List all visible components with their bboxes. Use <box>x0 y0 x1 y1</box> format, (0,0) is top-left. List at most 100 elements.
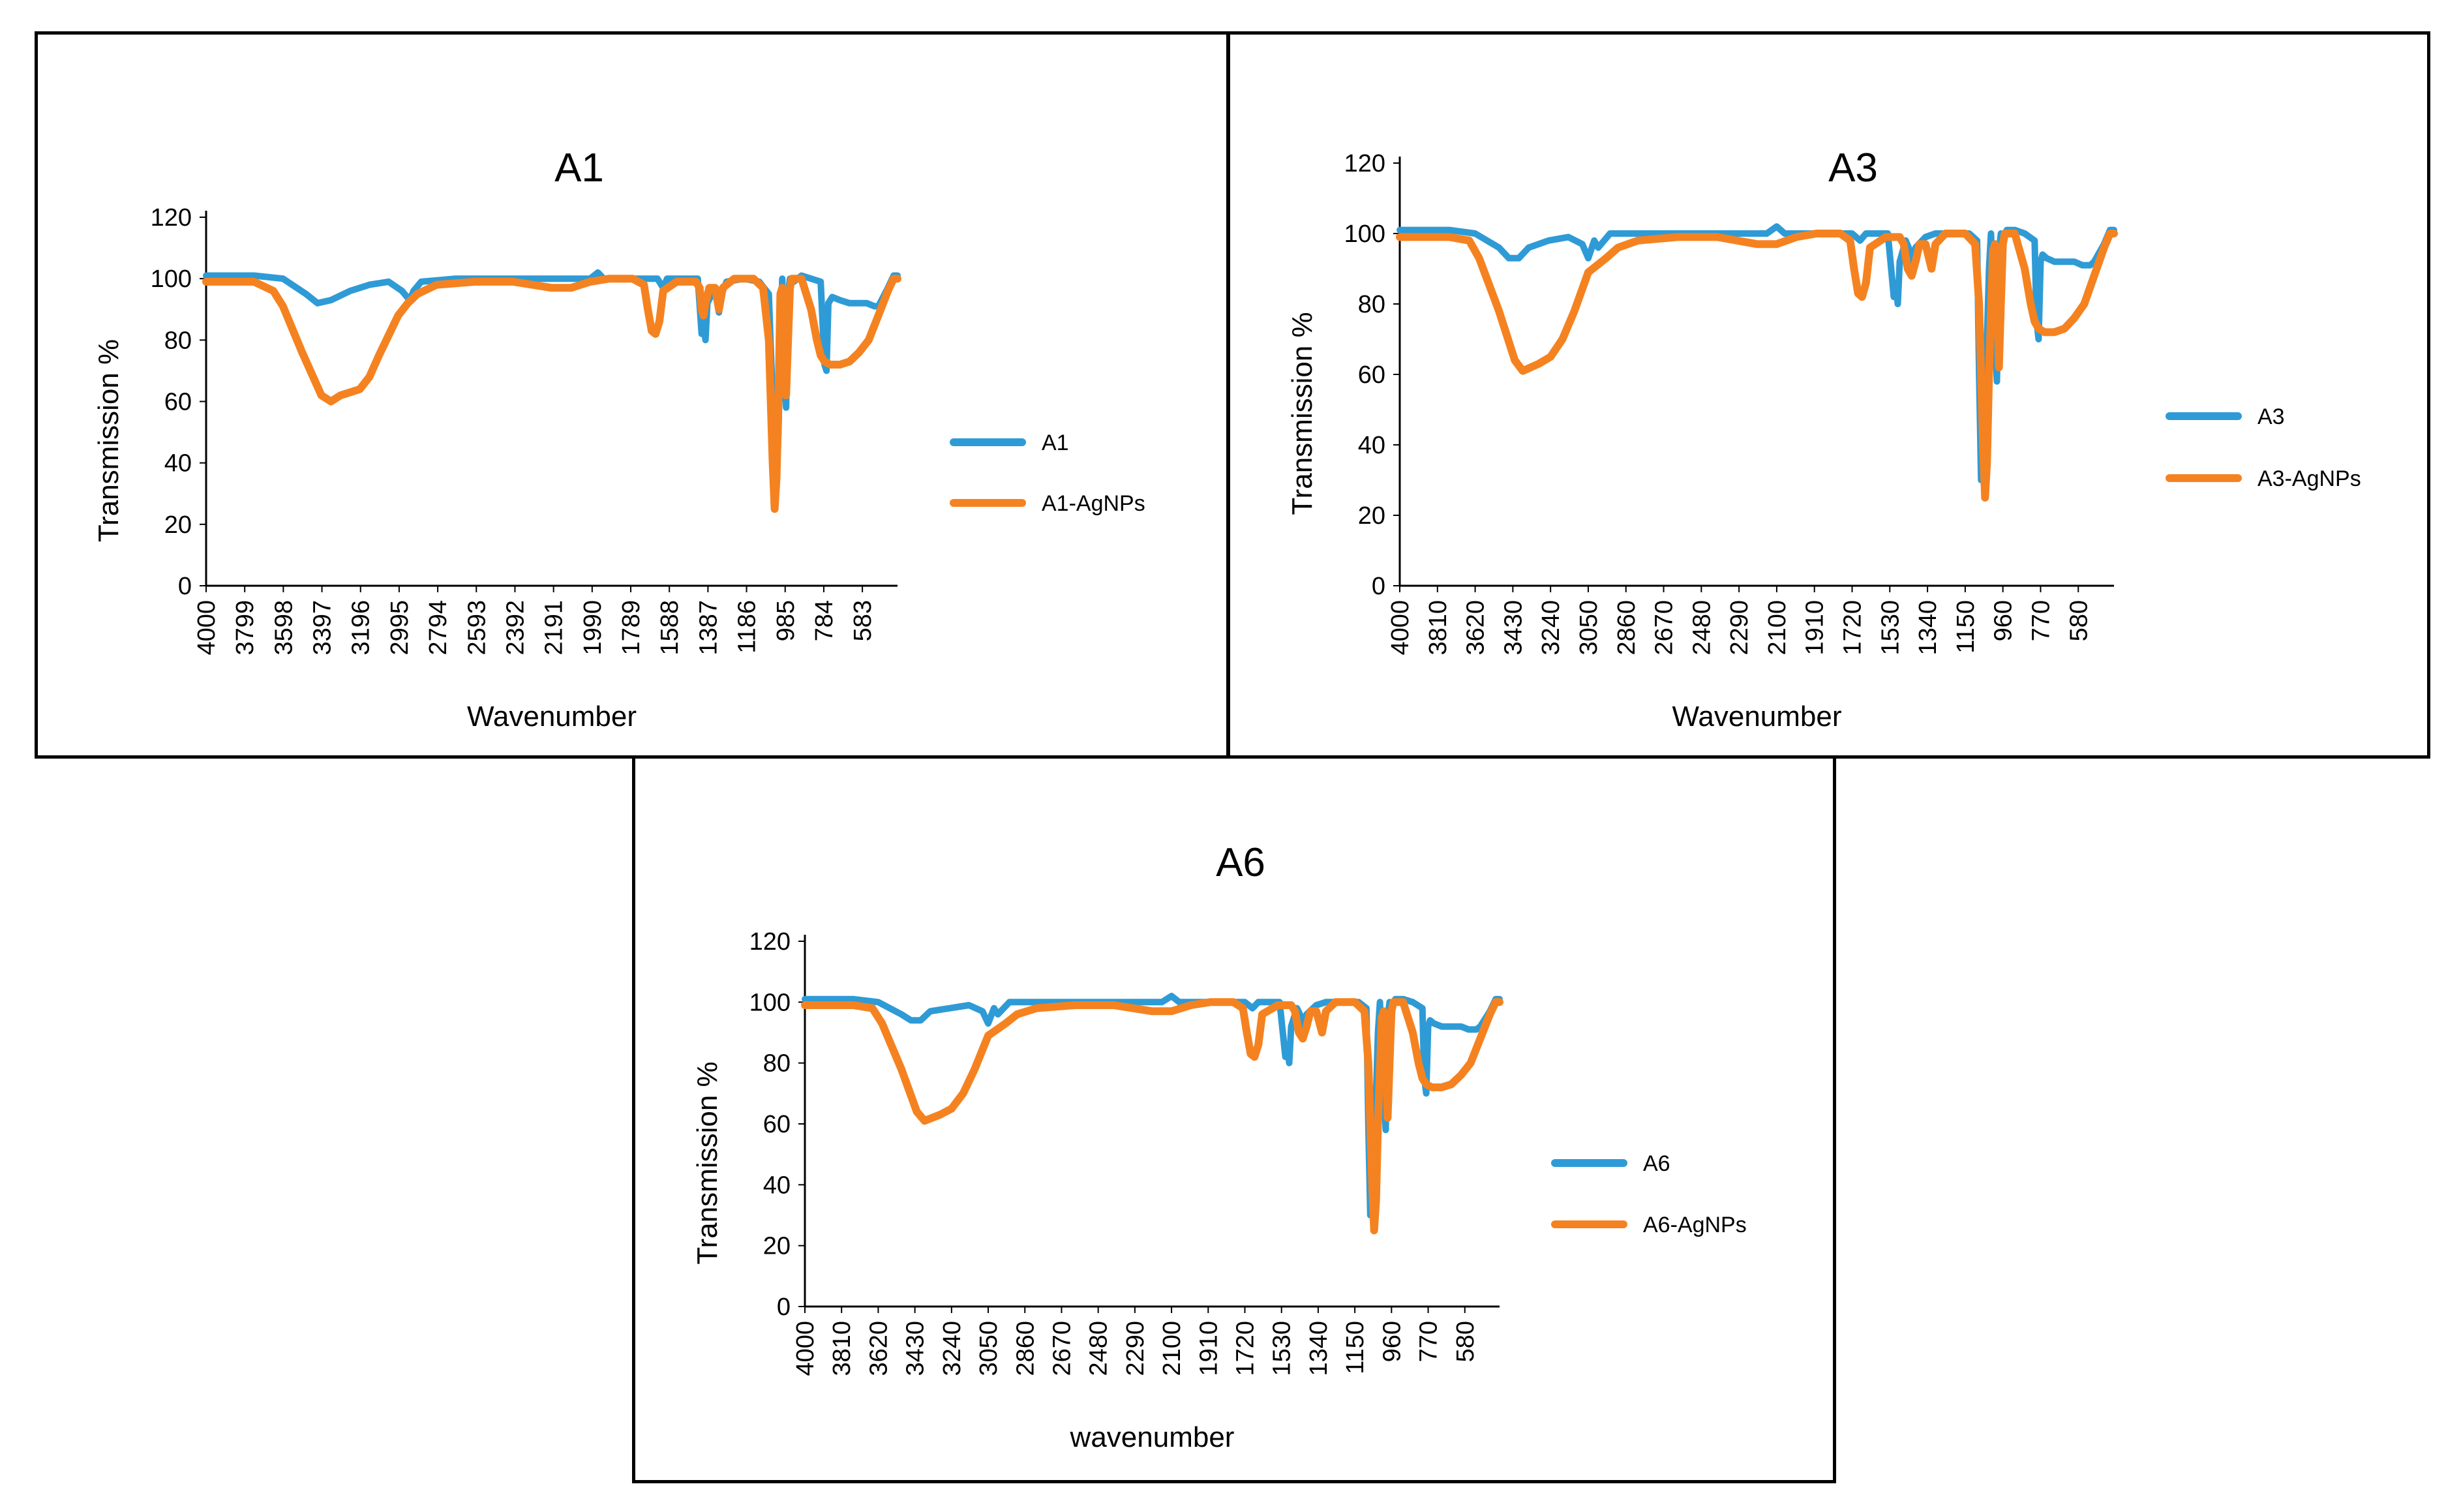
x-tick-label: 583 <box>849 600 877 641</box>
x-tick-label: 770 <box>1415 1321 1443 1362</box>
series-line-a1-agnps <box>202 275 901 513</box>
series-line-a3 <box>1397 223 2117 483</box>
x-tick-label: 770 <box>2027 600 2055 641</box>
x-tick-label: 1186 <box>734 600 761 654</box>
x-tick-label: 2860 <box>1012 1321 1039 1376</box>
x-tick-label: 985 <box>772 600 800 641</box>
y-tick-label: 0 <box>178 573 192 600</box>
y-axis-label: Transmission % <box>1286 312 1318 515</box>
y-tick-label: 60 <box>763 1111 791 1138</box>
x-tick-label: 3050 <box>975 1321 1003 1376</box>
chart-a6: A6 0 20 40 60 80 100 120 4000 3810 3620 3430 3240 305… <box>691 840 1747 1453</box>
x-tick-label: 1530 <box>1877 600 1904 656</box>
x-tick-label: 580 <box>1452 1321 1479 1362</box>
y-tick-label: 100 <box>151 265 192 293</box>
x-tick-label: 4000 <box>1387 600 1414 656</box>
chart-panel-a6: A6 0 20 40 60 80 100 120 4000 3810 3620 3430 3240 305… <box>632 755 1836 1483</box>
y-tick-label: 20 <box>164 511 192 539</box>
x-tick-label: 960 <box>1990 600 2017 641</box>
x-axis-label: Wavenumber <box>467 701 637 733</box>
legend-label-a6-agnps: A6-AgNPs <box>1643 1213 1747 1237</box>
chart-panel-a3: A3 0 20 40 60 80 100 120 4000 3810 3620 3430 3240 305… <box>1227 31 2430 759</box>
chart-a1: A1 0 20 40 60 80 100 120 4000 3799 3598 3397 3196 299… <box>93 145 1145 733</box>
y-tick-label: 80 <box>763 1050 791 1078</box>
x-tick-label: 1720 <box>1839 600 1867 656</box>
x-tick-label: 3430 <box>1500 600 1527 656</box>
legend-label-a3-agnps: A3-AgNPs <box>2257 466 2361 491</box>
x-tick-label: 2392 <box>502 600 529 656</box>
legend-label-a1: A1 <box>1042 431 1069 455</box>
x-tick-label: 3620 <box>865 1321 892 1376</box>
legend-label-a6: A6 <box>1643 1151 1670 1176</box>
x-tick-label: 2670 <box>1651 600 1678 656</box>
x-tick-label: 3240 <box>939 1321 966 1376</box>
y-tick-label: 100 <box>1344 220 1385 248</box>
chart-title: A1 <box>554 145 604 190</box>
x-tick-label: 4000 <box>792 1321 819 1376</box>
y-tick-label: 120 <box>151 204 192 232</box>
x-tick-label: 1910 <box>1802 600 1829 656</box>
x-tick-label: 3240 <box>1537 600 1565 656</box>
x-tick-label: 3196 <box>348 600 375 656</box>
x-tick-label: 1789 <box>618 600 645 656</box>
chart-panel-a1: A1 0 20 40 60 80 100 120 4000 3799 3598 3397 3196 299… <box>35 31 1230 759</box>
chart-title: A3 <box>1828 145 1878 190</box>
x-tick-label: 580 <box>2065 600 2092 641</box>
x-tick-label: 784 <box>811 600 838 641</box>
y-tick-label: 0 <box>1372 573 1385 600</box>
x-tick-label: 1340 <box>1305 1321 1333 1376</box>
y-tick-label: 120 <box>749 928 791 956</box>
y-tick-label: 0 <box>777 1293 791 1321</box>
y-tick-label: 20 <box>1358 502 1385 530</box>
x-tick-label: 3810 <box>1425 600 1452 656</box>
x-tick-label: 3799 <box>232 600 259 656</box>
y-axis-label: Transmission % <box>691 1061 723 1264</box>
series-line-a3-agnps <box>1396 230 2118 502</box>
y-tick-label: 80 <box>164 327 192 354</box>
y-tick-label: 60 <box>1358 361 1385 389</box>
x-tick-label: 2794 <box>425 600 452 656</box>
y-tick-label: 100 <box>749 989 791 1016</box>
x-tick-label: 1150 <box>1342 1321 1369 1374</box>
x-tick-label: 2191 <box>541 600 568 656</box>
y-tick-label: 40 <box>763 1172 791 1199</box>
x-tick-label: 2670 <box>1048 1321 1076 1376</box>
x-tick-label: 2100 <box>1764 600 1791 656</box>
y-tick-label: 20 <box>763 1233 791 1260</box>
y-axis-label: Transmission % <box>93 339 125 542</box>
y-tick-label: 40 <box>164 450 192 477</box>
x-tick-label: 2480 <box>1688 600 1715 656</box>
series-line-a6-agnps <box>801 998 1503 1235</box>
y-tick-label: 120 <box>1344 150 1385 177</box>
chart-title: A6 <box>1216 840 1265 885</box>
x-tick-label: 2860 <box>1613 600 1640 656</box>
y-tick-label: 60 <box>164 389 192 416</box>
series-line-a1 <box>203 269 901 497</box>
x-axis-label: Wavenumber <box>1672 701 1841 733</box>
x-tick-label: 1150 <box>1952 600 1980 654</box>
x-tick-label: 2290 <box>1726 600 1753 656</box>
x-tick-label: 1387 <box>695 600 722 656</box>
x-tick-label: 2290 <box>1122 1321 1149 1376</box>
y-tick-label: 80 <box>1358 291 1385 318</box>
x-tick-label: 3810 <box>828 1321 856 1376</box>
x-tick-label: 2995 <box>386 600 414 656</box>
x-tick-label: 3620 <box>1462 600 1490 656</box>
chart-a3: A3 0 20 40 60 80 100 120 4000 3810 3620 3430 3240 305… <box>1286 145 2361 733</box>
y-tick-label: 40 <box>1358 432 1385 459</box>
x-tick-label: 2100 <box>1158 1321 1186 1376</box>
x-axis-label: wavenumber <box>1070 1421 1235 1453</box>
x-tick-label: 1990 <box>579 600 607 656</box>
x-tick-label: 4000 <box>193 600 220 656</box>
x-tick-label: 1530 <box>1269 1321 1296 1376</box>
x-tick-label: 1340 <box>1914 600 1942 656</box>
legend-label-a1-agnps: A1-AgNPs <box>1042 491 1145 516</box>
x-tick-label: 1588 <box>656 600 684 656</box>
x-tick-label: 3598 <box>270 600 297 656</box>
x-tick-label: 1720 <box>1232 1321 1260 1376</box>
x-tick-label: 1910 <box>1195 1321 1222 1376</box>
x-tick-label: 960 <box>1378 1321 1406 1362</box>
x-tick-label: 2593 <box>463 600 491 656</box>
x-tick-label: 3050 <box>1575 600 1603 656</box>
x-tick-label: 2480 <box>1085 1321 1113 1376</box>
